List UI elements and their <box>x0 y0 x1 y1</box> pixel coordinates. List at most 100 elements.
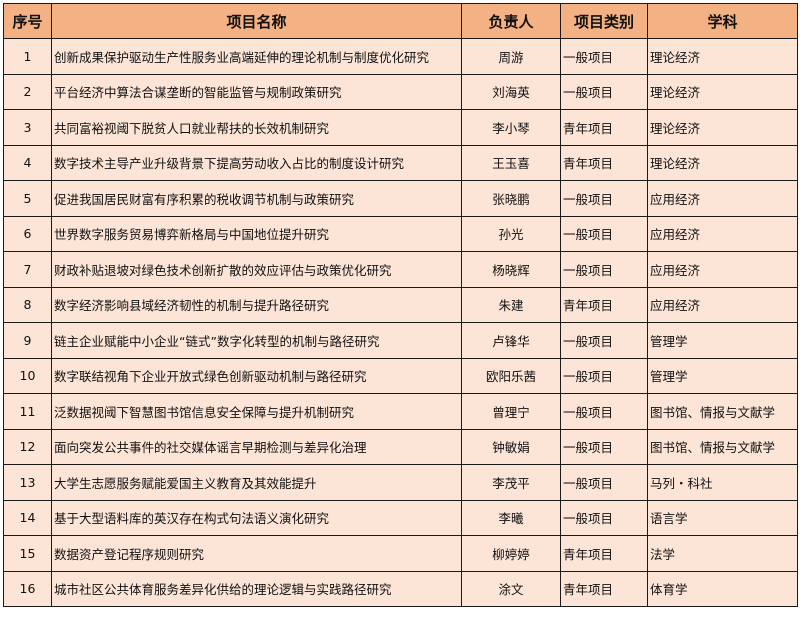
cell-no: 11 <box>3 393 52 430</box>
header-row: 序号 项目名称 负责人 项目类别 学科 <box>3 3 798 39</box>
table-row: 14 基于大型语料库的英汉存在构式句法语义演化研究 李曦 一般项目 语言学 <box>3 499 798 536</box>
cell-subject: 语言学 <box>647 499 798 536</box>
header-no: 序号 <box>3 3 52 39</box>
cell-subject: 法学 <box>647 535 798 572</box>
cell-type: 一般项目 <box>560 251 648 288</box>
table-row: 3 共同富裕视阈下脱贫人口就业帮扶的长效机制研究 李小琴 青年项目 理论经济 <box>3 109 798 146</box>
table-row: 6 世界数字服务贸易博弈新格局与中国地位提升研究 孙光 一般项目 应用经济 <box>3 215 798 252</box>
cell-no: 15 <box>3 535 52 572</box>
cell-subject: 理论经济 <box>647 109 798 146</box>
cell-no: 8 <box>3 286 52 323</box>
table-row: 4 数字技术主导产业升级背景下提高劳动收入占比的制度设计研究 王玉喜 青年项目 理论经济 <box>3 144 798 181</box>
cell-type: 一般项目 <box>560 38 648 75</box>
header-name: 项目名称 <box>51 3 462 39</box>
cell-subject: 应用经济 <box>647 286 798 323</box>
cell-type: 青年项目 <box>560 535 648 572</box>
cell-name: 共同富裕视阈下脱贫人口就业帮扶的长效机制研究 <box>51 109 462 146</box>
cell-name: 数字经济影响县域经济韧性的机制与提升路径研究 <box>51 286 462 323</box>
cell-leader: 李茂平 <box>461 464 561 501</box>
cell-type: 一般项目 <box>560 180 648 217</box>
cell-subject: 应用经济 <box>647 180 798 217</box>
table-row: 11 泛数据视阈下智慧图书馆信息安全保障与提升机制研究 曾理宁 一般项目 图书馆、情报与… <box>3 393 798 430</box>
table-row: 13 大学生志愿服务赋能爱国主义教育及其效能提升 李茂平 一般项目 马列・科社 <box>3 464 798 501</box>
cell-subject: 理论经济 <box>647 38 798 75</box>
cell-subject: 管理学 <box>647 357 798 394</box>
cell-no: 6 <box>3 215 52 252</box>
table-row: 1 创新成果保护驱动生产性服务业高端延伸的理论机制与制度优化研究 周游 一般项目 理论经… <box>3 38 798 75</box>
cell-leader: 周游 <box>461 38 561 75</box>
cell-name: 面向突发公共事件的社交媒体谣言早期检测与差异化治理 <box>51 428 462 465</box>
cell-leader: 欧阳乐茜 <box>461 357 561 394</box>
cell-leader: 曾理宁 <box>461 393 561 430</box>
cell-type: 一般项目 <box>560 322 648 359</box>
table-row: 10 数字联结视角下企业开放式绿色创新驱动机制与路径研究 欧阳乐茜 一般项目 管理学 <box>3 357 798 394</box>
cell-name: 促进我国居民财富有序积累的税收调节机制与政策研究 <box>51 180 462 217</box>
cell-leader: 杨晓辉 <box>461 251 561 288</box>
cell-name: 数据资产登记程序规则研究 <box>51 535 462 572</box>
cell-leader: 朱建 <box>461 286 561 323</box>
cell-subject: 理论经济 <box>647 73 798 110</box>
cell-leader: 张晓鹏 <box>461 180 561 217</box>
cell-name: 财政补贴退坡对绿色技术创新扩散的效应评估与政策优化研究 <box>51 251 462 288</box>
cell-name: 城市社区公共体育服务差异化供给的理论逻辑与实践路径研究 <box>51 570 462 607</box>
cell-name: 数字技术主导产业升级背景下提高劳动收入占比的制度设计研究 <box>51 144 462 181</box>
cell-subject: 应用经济 <box>647 215 798 252</box>
cell-type: 青年项目 <box>560 109 648 146</box>
cell-type: 青年项目 <box>560 286 648 323</box>
cell-leader: 刘海英 <box>461 73 561 110</box>
cell-leader: 涂文 <box>461 570 561 607</box>
cell-no: 12 <box>3 428 52 465</box>
cell-subject: 马列・科社 <box>647 464 798 501</box>
cell-type: 一般项目 <box>560 499 648 536</box>
cell-subject: 图书馆、情报与文献学 <box>647 393 798 430</box>
cell-subject: 应用经济 <box>647 251 798 288</box>
cell-leader: 王玉喜 <box>461 144 561 181</box>
cell-no: 4 <box>3 144 52 181</box>
cell-no: 16 <box>3 570 52 607</box>
cell-no: 2 <box>3 73 52 110</box>
cell-name: 数字联结视角下企业开放式绿色创新驱动机制与路径研究 <box>51 357 462 394</box>
cell-no: 7 <box>3 251 52 288</box>
header-subject: 学科 <box>647 3 798 39</box>
cell-no: 9 <box>3 322 52 359</box>
cell-no: 1 <box>3 38 52 75</box>
cell-leader: 柳婷婷 <box>461 535 561 572</box>
table-row: 7 财政补贴退坡对绿色技术创新扩散的效应评估与政策优化研究 杨晓辉 一般项目 应用经济 <box>3 251 798 288</box>
table-row: 16 城市社区公共体育服务差异化供给的理论逻辑与实践路径研究 涂文 青年项目 体育学 <box>3 570 798 607</box>
cell-no: 3 <box>3 109 52 146</box>
cell-name: 链主企业赋能中小企业“链式”数字化转型的机制与路径研究 <box>51 322 462 359</box>
cell-leader: 李曦 <box>461 499 561 536</box>
cell-type: 青年项目 <box>560 144 648 181</box>
cell-no: 13 <box>3 464 52 501</box>
table-row: 15 数据资产登记程序规则研究 柳婷婷 青年项目 法学 <box>3 535 798 572</box>
cell-type: 青年项目 <box>560 570 648 607</box>
cell-name: 创新成果保护驱动生产性服务业高端延伸的理论机制与制度优化研究 <box>51 38 462 75</box>
header-leader: 负责人 <box>461 3 561 39</box>
table-row: 2 平台经济中算法合谋垄断的智能监管与规制政策研究 刘海英 一般项目 理论经济 <box>3 73 798 110</box>
cell-name: 大学生志愿服务赋能爱国主义教育及其效能提升 <box>51 464 462 501</box>
cell-type: 一般项目 <box>560 215 648 252</box>
cell-name: 泛数据视阈下智慧图书馆信息安全保障与提升机制研究 <box>51 393 462 430</box>
cell-leader: 卢锋华 <box>461 322 561 359</box>
cell-subject: 理论经济 <box>647 144 798 181</box>
cell-no: 14 <box>3 499 52 536</box>
cell-type: 一般项目 <box>560 357 648 394</box>
cell-no: 5 <box>3 180 52 217</box>
cell-no: 10 <box>3 357 52 394</box>
cell-leader: 孙光 <box>461 215 561 252</box>
projects-table: 序号 项目名称 负责人 项目类别 学科 1 创新成果保护驱动生产性服务业高端延伸的… <box>3 3 798 607</box>
table-row: 12 面向突发公共事件的社交媒体谣言早期检测与差异化治理 钟敏娟 一般项目 图书馆、情报… <box>3 428 798 465</box>
cell-subject: 图书馆、情报与文献学 <box>647 428 798 465</box>
table-row: 5 促进我国居民财富有序积累的税收调节机制与政策研究 张晓鹏 一般项目 应用经济 <box>3 180 798 217</box>
cell-type: 一般项目 <box>560 73 648 110</box>
header-type: 项目类别 <box>560 3 648 39</box>
cell-type: 一般项目 <box>560 464 648 501</box>
cell-leader: 李小琴 <box>461 109 561 146</box>
cell-name: 世界数字服务贸易博弈新格局与中国地位提升研究 <box>51 215 462 252</box>
cell-name: 平台经济中算法合谋垄断的智能监管与规制政策研究 <box>51 73 462 110</box>
cell-type: 一般项目 <box>560 393 648 430</box>
table-row: 9 链主企业赋能中小企业“链式”数字化转型的机制与路径研究 卢锋华 一般项目 管理学 <box>3 322 798 359</box>
cell-leader: 钟敏娟 <box>461 428 561 465</box>
cell-name: 基于大型语料库的英汉存在构式句法语义演化研究 <box>51 499 462 536</box>
cell-subject: 管理学 <box>647 322 798 359</box>
